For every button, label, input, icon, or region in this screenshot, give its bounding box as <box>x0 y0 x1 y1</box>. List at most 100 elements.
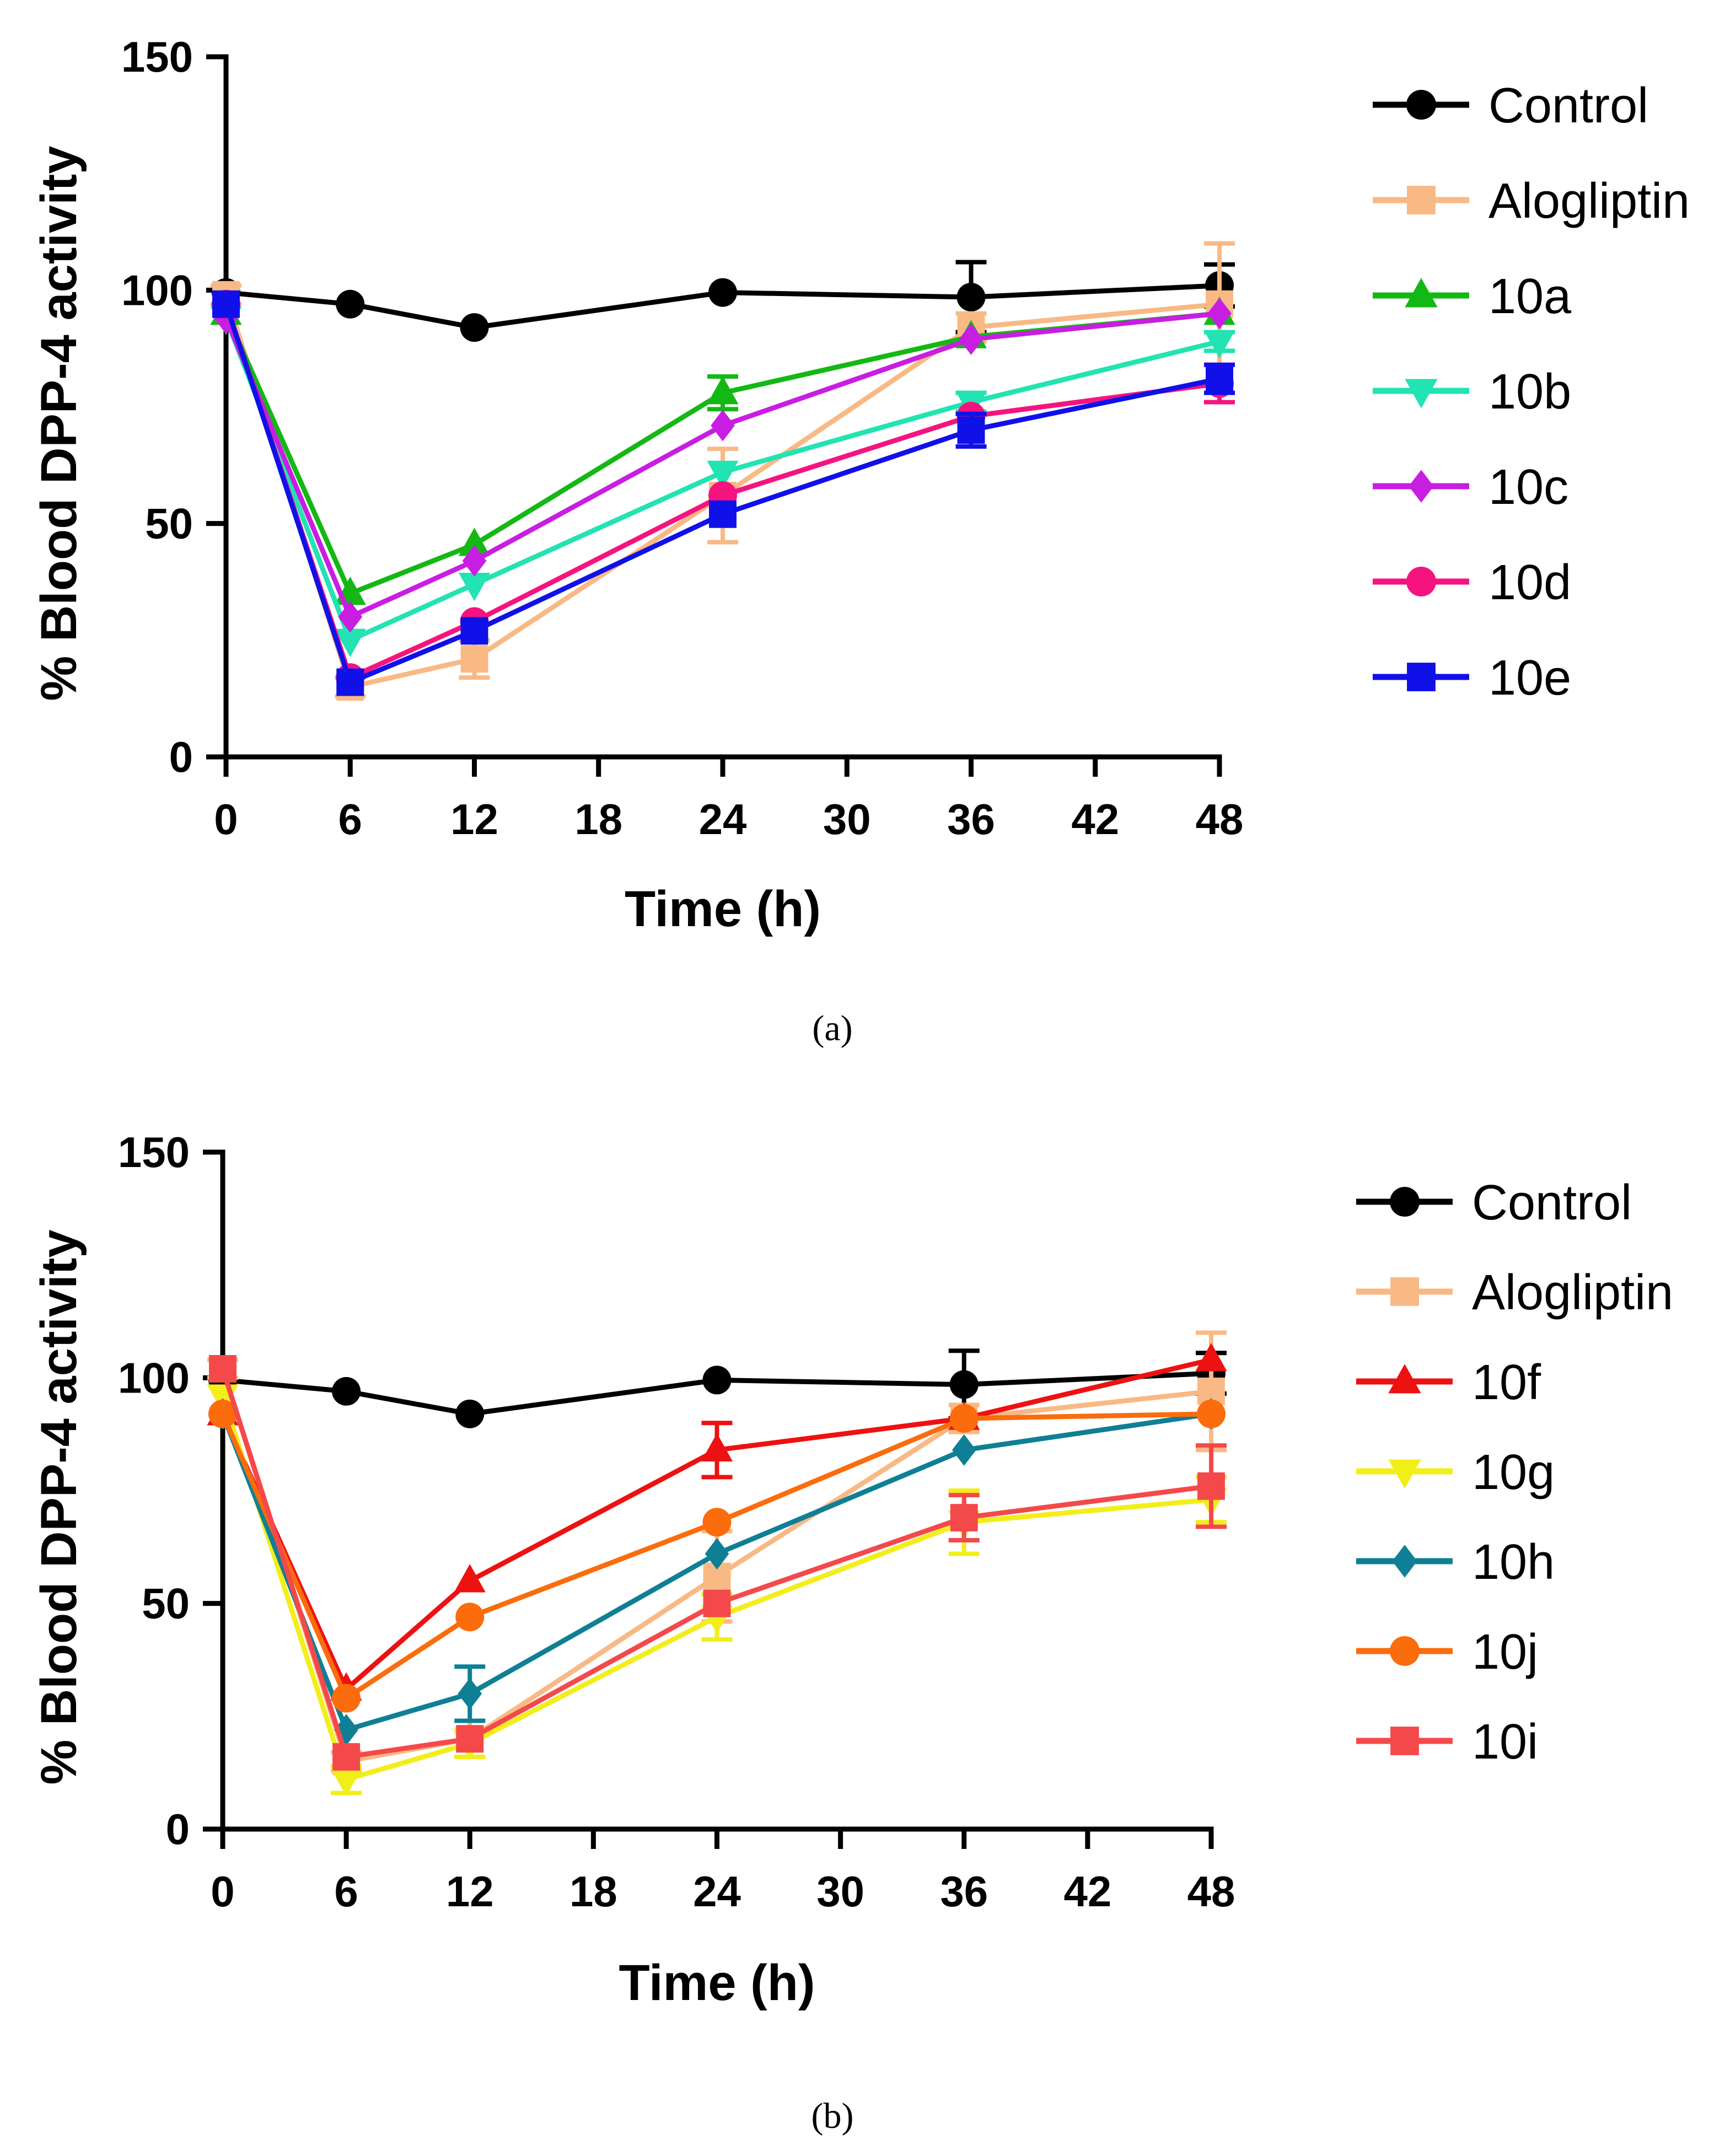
x-tick-label: 0 <box>211 1867 234 1916</box>
legend-item: Control <box>1356 1175 1632 1230</box>
series-line <box>220 1395 1212 1782</box>
series-line <box>220 1411 1212 1733</box>
legend-label: Control <box>1472 1175 1632 1230</box>
data-point <box>702 1365 732 1395</box>
x-axis-title: Time (h) <box>625 881 821 937</box>
data-point <box>460 617 488 645</box>
panel-caption: (a) <box>812 1008 852 1049</box>
legend-item: Alogliptin <box>1356 1265 1673 1320</box>
legend-item: 10d <box>1373 555 1571 610</box>
legend-marker <box>1406 90 1436 120</box>
legend-item: 10h <box>1356 1535 1555 1590</box>
legend-marker <box>1407 186 1436 214</box>
data-point <box>330 1768 362 1797</box>
x-tick-label: 48 <box>1187 1867 1235 1916</box>
data-point <box>1207 298 1232 330</box>
legend-label: 10d <box>1488 555 1571 610</box>
y-tick-label: 100 <box>121 266 193 314</box>
y-tick-label: 50 <box>142 1579 190 1628</box>
legend-marker <box>1392 1545 1417 1578</box>
data-point <box>332 1684 361 1713</box>
data-point <box>1206 365 1233 393</box>
legend-label: 10a <box>1488 269 1572 324</box>
data-point <box>702 1508 732 1537</box>
x-tick-label: 24 <box>699 795 747 843</box>
series-layer <box>207 1330 1227 1797</box>
series-layer <box>210 241 1235 701</box>
legend-label: 10g <box>1472 1445 1555 1500</box>
series-line <box>223 311 1220 620</box>
data-point <box>334 628 366 657</box>
data-point <box>949 1370 979 1399</box>
series-10e <box>212 290 1235 696</box>
data-point <box>703 1589 731 1617</box>
legend-item: 10a <box>1373 269 1572 324</box>
legend-item: 10g <box>1356 1445 1555 1500</box>
data-point <box>462 545 487 577</box>
legend-marker <box>1406 567 1436 596</box>
legend-marker <box>1388 1364 1421 1394</box>
series-line <box>222 1370 1212 1417</box>
series-10j <box>208 1399 1226 1713</box>
x-tick-label: 30 <box>823 795 871 843</box>
data-point <box>458 1678 482 1709</box>
x-tick-label: 18 <box>569 1867 617 1916</box>
legend-item: 10f <box>1356 1355 1541 1410</box>
series-line <box>223 303 1220 685</box>
data-point <box>959 323 983 355</box>
legend-marker <box>1405 278 1438 308</box>
data-point <box>332 1743 361 1771</box>
axes: 0 50 100 150 0 6 12 18 24 30 36 42 48 <box>118 1128 1235 1916</box>
y-tick-label: 0 <box>169 733 193 781</box>
axes: 0 50 100 150 0 6 12 18 24 30 36 42 48 <box>121 33 1244 843</box>
data-point <box>701 1433 733 1462</box>
legend-label: 10f <box>1472 1355 1541 1410</box>
data-point <box>949 1404 979 1433</box>
x-tick-label: 0 <box>214 795 238 843</box>
data-point <box>707 460 739 490</box>
legend-label: Control <box>1488 78 1648 133</box>
data-point <box>336 289 365 319</box>
data-point <box>454 1564 486 1593</box>
data-point <box>709 500 737 528</box>
legend-label: 10e <box>1488 650 1571 706</box>
data-point <box>1197 1472 1225 1500</box>
data-point <box>1203 330 1235 359</box>
y-tick-label: 150 <box>118 1128 190 1176</box>
x-tick-label: 12 <box>450 795 498 843</box>
data-point <box>455 1603 485 1632</box>
data-point <box>460 645 488 673</box>
x-tick-label: 36 <box>940 1867 988 1916</box>
data-point <box>711 410 735 442</box>
legend: Control Alogliptin 10f 10g 10h 10j 10i <box>1356 1175 1673 1770</box>
x-tick-label: 30 <box>816 1867 864 1916</box>
data-point <box>334 1714 358 1746</box>
legend-label: 10j <box>1472 1625 1538 1680</box>
legend-label: 10c <box>1488 460 1568 515</box>
x-tick-label: 48 <box>1196 795 1244 843</box>
legend-marker <box>1390 1727 1419 1755</box>
y-axis-title: % Blood DPP-4 activity <box>31 146 87 701</box>
data-point <box>1197 1399 1226 1428</box>
data-point <box>455 1399 485 1428</box>
data-point <box>957 416 985 444</box>
legend-item: 10i <box>1356 1714 1538 1770</box>
series-10i <box>209 1355 1227 1771</box>
legend-marker <box>1390 1636 1420 1666</box>
y-tick-label: 50 <box>145 499 193 548</box>
legend-item: Alogliptin <box>1373 174 1690 229</box>
x-tick-label: 24 <box>693 1867 741 1916</box>
legend-item: Control <box>1373 78 1648 133</box>
series-line <box>223 317 1221 643</box>
x-tick-label: 6 <box>338 795 362 843</box>
data-point <box>338 601 363 633</box>
y-tick-label: 100 <box>118 1353 190 1402</box>
x-tick-label: 18 <box>574 795 622 843</box>
legend-marker <box>1390 1277 1419 1306</box>
panel-caption: (b) <box>811 2096 854 2136</box>
data-point <box>460 313 489 342</box>
y-tick-label: 0 <box>166 1805 190 1853</box>
series-10c <box>214 298 1232 633</box>
y-tick-label: 150 <box>121 33 193 81</box>
